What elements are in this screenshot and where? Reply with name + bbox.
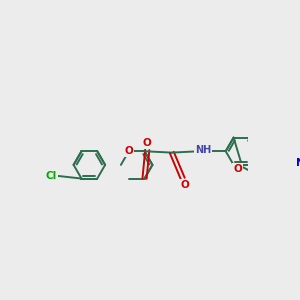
Text: O: O: [180, 180, 189, 190]
Text: N: N: [296, 158, 300, 168]
Text: NH: NH: [195, 146, 212, 155]
Text: O: O: [233, 164, 242, 174]
Text: O: O: [143, 138, 152, 148]
Text: Cl: Cl: [46, 171, 57, 181]
Text: O: O: [124, 146, 133, 156]
